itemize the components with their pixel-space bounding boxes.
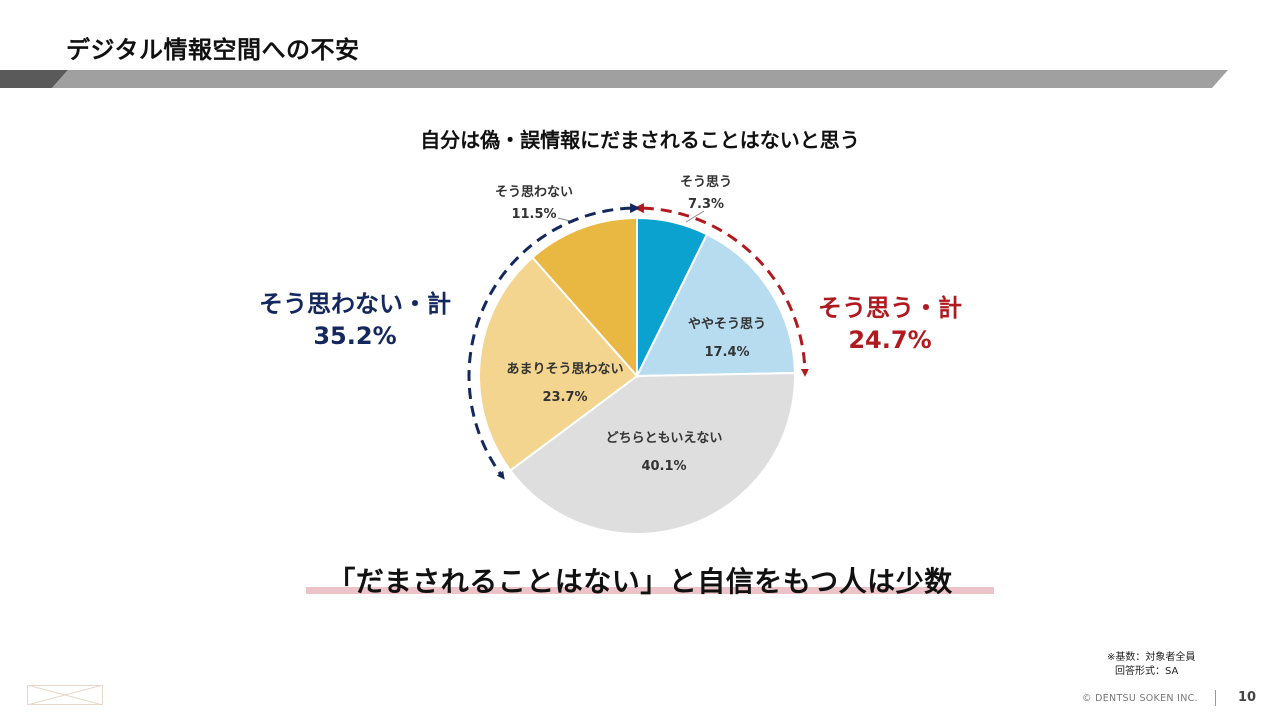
pie-slices <box>477 216 796 535</box>
positive-group-name: そう思う・計 <box>818 294 962 322</box>
slice-value-dochiratomo-ienai: 40.1% <box>641 459 686 474</box>
group-arcs <box>467 203 809 480</box>
positive-group-arc <box>642 206 809 377</box>
slice-value-amari-sou-omowanai: 23.7% <box>542 390 587 405</box>
title-band <box>0 70 1228 88</box>
slice-value-yaya-sou-omou: 17.4% <box>704 345 749 360</box>
slice-labels: そう思う 7.3% ややそう思う 17.4% どちらともいえない 40.1% あまりそう思わ… <box>495 175 766 474</box>
positive-group-label: そう思う・計 24.7% <box>800 292 980 356</box>
conclusion-highlight <box>306 587 994 594</box>
pie-slice-yaya-sou-omou <box>635 232 796 378</box>
chart-title: 自分は偽・誤情報にだまされることはないと思う <box>420 128 860 152</box>
negative-group-label: そう思わない・計 35.2% <box>240 288 470 352</box>
slice-value-sou-omou: 7.3% <box>688 197 724 212</box>
slice-value-sou-omowanai: 11.5% <box>511 207 556 222</box>
footnote: ※基数：対象者全員 回答形式：SA <box>1107 651 1195 679</box>
title-band-dark <box>0 70 68 88</box>
negative-arc-start-arrow <box>630 203 641 214</box>
negative-group-name: そう思わない・計 <box>259 290 451 318</box>
footnote-base: ※基数：対象者全員 <box>1107 652 1196 663</box>
slice-label-dochiratomo-ienai: どちらともいえない <box>606 431 723 446</box>
conclusion-text: 「だまされることはない」と自信をもつ人は少数 <box>327 565 953 598</box>
slice-label-sou-omowanai: そう思わない <box>495 185 573 200</box>
slice-label-amari-sou-omowanai: あまりそう思わない <box>506 362 623 377</box>
pie-slice-sou-omowanai <box>531 216 638 379</box>
negative-group-value: 35.2% <box>313 322 397 350</box>
slice-label-yaya-sou-omou: ややそう思う <box>688 317 766 332</box>
slice-label-sou-omou: そう思う <box>680 175 732 190</box>
logo-placeholder <box>27 685 103 705</box>
leader-line-sou-omou <box>685 210 705 223</box>
footer-divider <box>1215 690 1216 706</box>
pie-slice-dochiratomo-ienai <box>508 372 796 535</box>
page-title: デジタル情報空間への不安 <box>66 36 360 64</box>
page-number: 10 <box>1238 690 1257 705</box>
pie-slice-amari-sou-omowanai <box>477 256 639 472</box>
positive-group-value: 24.7% <box>848 326 932 354</box>
title-band-light <box>52 70 1228 88</box>
footnote-format: 回答形式：SA <box>1115 666 1179 677</box>
negative-group-arc <box>467 206 632 480</box>
copyright: © DENTSU SOKEN INC. <box>1082 693 1198 704</box>
